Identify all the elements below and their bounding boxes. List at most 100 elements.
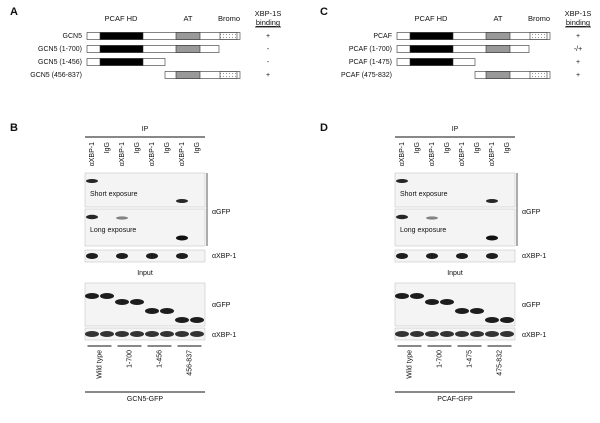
band <box>115 331 129 337</box>
construct-name: PCAF (1-475) <box>349 59 392 66</box>
domain <box>219 32 238 40</box>
col-header: PCAF HD <box>105 14 139 23</box>
domain <box>529 71 548 79</box>
band <box>485 331 499 337</box>
lane-label: αXBP-1 <box>179 142 186 166</box>
construct-name: GCN5 (1-700) <box>38 46 82 53</box>
col-header: XBP-1S <box>255 9 282 18</box>
band <box>455 308 469 314</box>
binding: -/+ <box>574 46 582 53</box>
binding: - <box>267 46 270 53</box>
construct-name: PCAF (1-700) <box>349 46 392 53</box>
band <box>86 253 98 259</box>
band <box>500 331 514 337</box>
band <box>410 331 424 337</box>
construct-name: GCN5 (456-837) <box>30 72 82 79</box>
band <box>470 308 484 314</box>
band <box>130 331 144 337</box>
band <box>396 253 408 259</box>
group-label: 1-700 <box>126 350 133 368</box>
domain <box>485 71 511 79</box>
domain <box>219 71 238 79</box>
band <box>486 253 498 259</box>
band <box>396 179 408 183</box>
domain <box>86 32 241 40</box>
construct-label: GCN5-GFP <box>127 396 164 403</box>
lane-label: αXBP-1 <box>459 142 466 166</box>
band <box>176 235 188 241</box>
col-header: PCAF HD <box>415 14 449 23</box>
construct-name: GCN5 <box>63 33 83 40</box>
band <box>440 299 454 305</box>
domain <box>175 32 201 40</box>
lane-label: IgG <box>164 142 171 153</box>
band <box>176 253 188 259</box>
blot <box>394 249 516 263</box>
group-label: 475-832 <box>496 350 503 376</box>
lane-label: IgG <box>414 142 421 153</box>
lane-label: IgG <box>504 142 511 153</box>
domain <box>164 71 241 79</box>
lane-label: IgG <box>194 142 201 153</box>
exposure: Short exposure <box>400 191 448 198</box>
band <box>410 293 424 299</box>
band <box>456 253 468 259</box>
band <box>470 331 484 337</box>
antibody: αXBP-1 <box>212 332 236 339</box>
antibody: αXBP-1 <box>212 253 236 260</box>
band <box>115 299 129 305</box>
band <box>100 331 114 337</box>
col-header: AT <box>183 14 192 23</box>
binding: + <box>266 72 270 79</box>
domain <box>396 45 530 53</box>
band <box>455 331 469 337</box>
band <box>130 299 144 305</box>
band <box>175 331 189 337</box>
construct-name: PCAF <box>373 33 392 40</box>
input-label: Input <box>137 270 153 277</box>
binding: + <box>576 59 580 66</box>
band <box>145 331 159 337</box>
domain <box>529 32 548 40</box>
band <box>176 199 188 203</box>
band <box>146 253 158 259</box>
band <box>426 253 438 259</box>
domain <box>396 32 551 40</box>
lane-label: IgG <box>104 142 111 153</box>
antibody: αXBP-1 <box>522 253 546 260</box>
band <box>440 331 454 337</box>
lane-label: αXBP-1 <box>89 142 96 166</box>
band <box>485 317 499 323</box>
binding: - <box>267 59 270 66</box>
exposure: Long exposure <box>90 227 136 234</box>
group-label: 1-700 <box>436 350 443 368</box>
domain <box>409 32 454 40</box>
domain <box>409 58 454 66</box>
col-header: Bromo <box>218 14 240 23</box>
band <box>486 199 498 203</box>
exposure: Long exposure <box>400 227 446 234</box>
domain <box>409 45 454 53</box>
binding: + <box>576 72 580 79</box>
band <box>100 293 114 299</box>
band <box>116 216 128 220</box>
panel-label: A <box>10 6 18 18</box>
antibody: αXBP-1 <box>522 332 546 339</box>
lane-label: αXBP-1 <box>489 142 496 166</box>
band <box>86 214 98 220</box>
domain <box>99 58 144 66</box>
band <box>175 317 189 323</box>
panel-label: B <box>10 122 18 134</box>
lane-label: IgG <box>444 142 451 153</box>
construct-name: GCN5 (1-456) <box>38 59 82 66</box>
ip-label: IP <box>142 126 149 133</box>
domain <box>99 45 144 53</box>
band <box>116 253 128 259</box>
band <box>145 308 159 314</box>
construct-label: PCAF-GFP <box>437 396 473 403</box>
ip-label: IP <box>452 126 459 133</box>
band <box>425 331 439 337</box>
band <box>426 216 438 220</box>
group-label: 1-456 <box>156 350 163 368</box>
